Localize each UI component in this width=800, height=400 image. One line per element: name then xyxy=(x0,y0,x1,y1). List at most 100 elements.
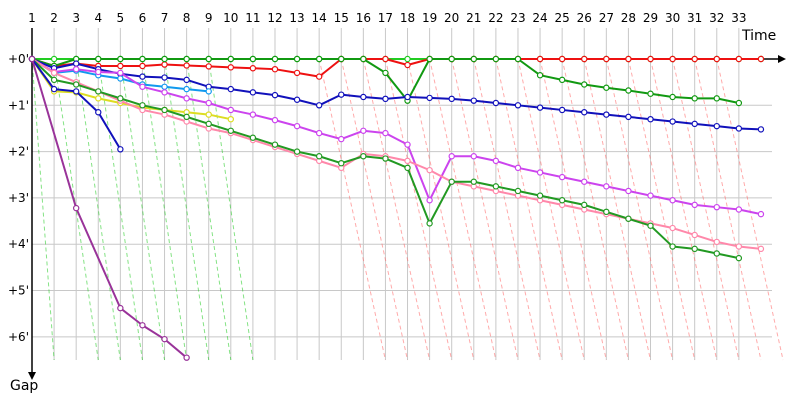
data-point xyxy=(514,55,522,63)
x-tick-label: 21 xyxy=(466,11,481,25)
data-point xyxy=(735,254,743,262)
x-axis-title: Time xyxy=(741,28,776,44)
data-point xyxy=(757,245,765,253)
lap-line xyxy=(362,58,431,361)
data-point xyxy=(95,95,102,102)
data-point xyxy=(558,76,566,84)
data-point xyxy=(338,159,345,167)
data-point xyxy=(426,94,433,102)
y-axis-arrow xyxy=(28,372,36,380)
x-tick-label: 22 xyxy=(488,11,503,25)
data-point xyxy=(139,83,146,90)
data-point xyxy=(293,122,301,130)
data-point xyxy=(72,204,80,212)
data-point xyxy=(117,95,124,102)
x-tick-label: 7 xyxy=(161,11,169,25)
data-point xyxy=(426,220,433,227)
x-tick-label: 9 xyxy=(205,11,213,25)
lap-line xyxy=(517,58,585,361)
data-point xyxy=(581,55,588,63)
data-point xyxy=(50,69,58,77)
data-point xyxy=(713,238,720,246)
data-point xyxy=(315,102,323,109)
x-tick-label: 31 xyxy=(687,11,702,25)
series-line xyxy=(31,58,762,250)
data-point xyxy=(669,55,676,63)
data-point xyxy=(426,55,433,63)
data-point xyxy=(360,127,367,134)
data-point xyxy=(448,178,455,185)
data-point xyxy=(581,201,588,209)
data-point xyxy=(757,126,765,133)
data-point xyxy=(492,99,500,107)
data-point xyxy=(603,111,610,118)
data-point xyxy=(669,243,676,250)
data-point xyxy=(558,197,566,204)
x-tick-label: 19 xyxy=(422,11,437,25)
data-point xyxy=(691,55,698,63)
data-point xyxy=(382,129,389,137)
data-point xyxy=(117,69,124,77)
data-point xyxy=(205,99,212,107)
data-point xyxy=(249,89,257,96)
x-tick-label: 18 xyxy=(400,11,415,25)
x-tick-label: 17 xyxy=(378,11,393,25)
series-line xyxy=(31,58,761,78)
data-point xyxy=(271,55,279,63)
data-point xyxy=(757,210,765,218)
lap-line xyxy=(451,58,519,361)
data-point xyxy=(205,120,212,128)
data-point xyxy=(603,84,610,91)
x-tick-label: 27 xyxy=(599,11,614,25)
data-point xyxy=(338,91,345,98)
data-point xyxy=(514,187,522,195)
series-line xyxy=(31,58,761,131)
data-point xyxy=(625,187,632,195)
lap-line xyxy=(407,58,475,361)
data-point xyxy=(161,74,168,81)
data-point xyxy=(315,55,323,63)
lap-line xyxy=(716,58,784,361)
data-point xyxy=(360,93,367,101)
data-point xyxy=(536,169,544,176)
lap-line xyxy=(694,58,762,361)
y-tick-label: +2' xyxy=(8,145,29,159)
lap-line xyxy=(429,58,497,361)
x-tick-labels: 1 2 3 4 5 6 7 8 9 10 11 12 13 14 15 16 17 18 19 20 21 22 23 24 2… xyxy=(28,11,746,25)
lap-line xyxy=(119,58,166,361)
data-point xyxy=(183,85,190,93)
data-point xyxy=(382,155,389,162)
y-tick-label: +1' xyxy=(8,98,29,112)
x-tick-label: 2 xyxy=(50,11,58,25)
data-point xyxy=(183,76,190,84)
data-point xyxy=(249,111,257,118)
data-point xyxy=(117,304,124,312)
data-point xyxy=(139,73,146,80)
lap-line xyxy=(75,58,121,361)
lap-line xyxy=(208,58,254,361)
data-point xyxy=(404,55,411,63)
series-6 xyxy=(28,55,765,218)
x-tick-label: 1 xyxy=(28,11,36,25)
data-point xyxy=(293,148,301,155)
data-point xyxy=(205,111,212,118)
data-point xyxy=(183,62,190,69)
data-point xyxy=(647,55,654,63)
data-point xyxy=(735,99,743,107)
x-tick-label: 5 xyxy=(117,11,125,25)
data-point xyxy=(581,109,588,116)
lap-line xyxy=(672,58,740,361)
data-point xyxy=(95,68,102,76)
lap-line xyxy=(495,58,563,361)
data-point xyxy=(249,55,257,63)
data-point xyxy=(536,72,544,79)
series-line xyxy=(31,58,188,359)
lap-lines xyxy=(31,58,784,361)
data-point xyxy=(360,153,367,160)
data-point xyxy=(227,85,235,93)
data-point xyxy=(713,203,720,211)
data-point xyxy=(338,135,345,143)
data-point xyxy=(536,104,544,111)
data-point xyxy=(625,55,632,63)
